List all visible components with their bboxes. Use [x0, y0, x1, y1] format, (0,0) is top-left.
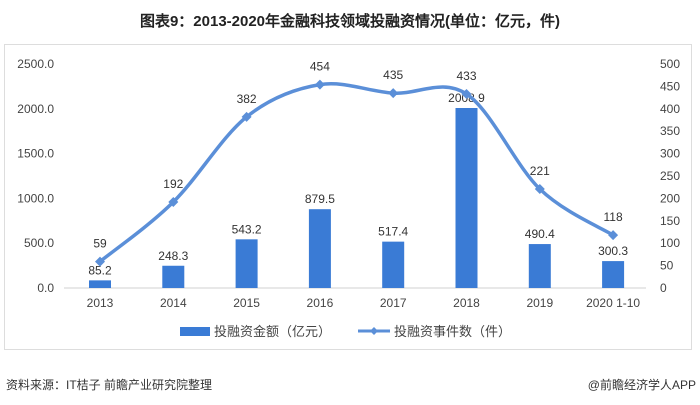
- y-right-tick-label: 50: [660, 259, 674, 273]
- bar-data-label: 543.2: [232, 222, 262, 236]
- y-left-tick-label: 1500.0: [17, 147, 54, 161]
- line-data-label: 454: [310, 60, 330, 74]
- legend-bar-swatch: [180, 327, 210, 336]
- y-left-tick-label: 500.0: [24, 236, 54, 250]
- y-right-tick-label: 150: [660, 214, 680, 228]
- bar: [308, 209, 331, 288]
- legend-line-label: 投融资事件数（件）: [394, 324, 511, 339]
- y-left-tick-label: 1000.0: [17, 191, 54, 205]
- legend-bar-label: 投融资金额（亿元）: [214, 324, 331, 339]
- y-left-tick-label: 0.0: [37, 281, 54, 295]
- line-series: [98, 82, 615, 263]
- bar: [235, 239, 258, 288]
- source-note: 资料来源：IT桔子 前瞻产业研究院整理: [6, 378, 212, 392]
- bar-data-label: 300.3: [598, 244, 628, 258]
- x-tick-label: 2016: [307, 296, 334, 310]
- x-tick-label: 2013: [87, 296, 114, 310]
- line-point: [534, 183, 545, 194]
- line-data-label: 192: [163, 177, 183, 191]
- bar: [455, 108, 478, 288]
- x-tick-label: 2019: [526, 296, 553, 310]
- bar-data-label: 517.4: [378, 225, 408, 239]
- y-right-tick-label: 250: [660, 169, 680, 183]
- line-point: [314, 79, 325, 90]
- y-right-tick-label: 350: [660, 124, 680, 138]
- chart-frame: [4, 44, 692, 350]
- bar: [89, 280, 111, 288]
- line-point: [388, 88, 399, 99]
- y-right-tick-label: 400: [660, 102, 680, 116]
- line-point: [241, 111, 252, 122]
- line-data-label: 433: [456, 69, 476, 83]
- line-point: [608, 230, 619, 241]
- x-tick-label: 2018: [453, 296, 480, 310]
- line-data-label: 59: [93, 237, 107, 251]
- y-right-tick-label: 200: [660, 191, 680, 205]
- y-right-tick-label: 0: [660, 281, 667, 295]
- y-right-tick-label: 300: [660, 147, 680, 161]
- x-tick-label: 2017: [380, 296, 407, 310]
- brand-label: @前瞻经济学人APP: [587, 378, 696, 392]
- line-point: [95, 256, 105, 267]
- bar-data-label: 879.5: [305, 192, 335, 206]
- y-right-tick-label: 100: [660, 236, 680, 250]
- y-left-tick-label: 2500.0: [17, 57, 54, 71]
- bar-data-label: 490.4: [525, 227, 555, 241]
- line-data-label: 382: [237, 92, 257, 106]
- x-tick-label: 2015: [233, 296, 260, 310]
- bar: [528, 244, 551, 288]
- y-right-tick-label: 500: [660, 57, 680, 71]
- bar: [162, 265, 185, 288]
- chart-title: 图表9：2013-2020年金融科技领域投融资情况(单位：亿元，件): [139, 13, 561, 30]
- legend-line-marker: [370, 327, 378, 335]
- bar: [382, 241, 405, 288]
- y-left-tick-label: 2000.0: [17, 102, 54, 116]
- line-point: [461, 89, 472, 100]
- bar-data-label: 85.2: [88, 263, 112, 277]
- line-data-label: 118: [604, 210, 623, 224]
- line-data-label: 221: [530, 164, 550, 178]
- line-data-label: 435: [383, 68, 403, 82]
- bar-data-label: 248.3: [158, 249, 188, 263]
- line-point: [168, 196, 179, 207]
- y-right-tick-label: 450: [660, 79, 680, 93]
- bar: [602, 261, 625, 288]
- x-tick-label: 2014: [160, 296, 187, 310]
- x-tick-label: 2020 1-10: [586, 296, 640, 310]
